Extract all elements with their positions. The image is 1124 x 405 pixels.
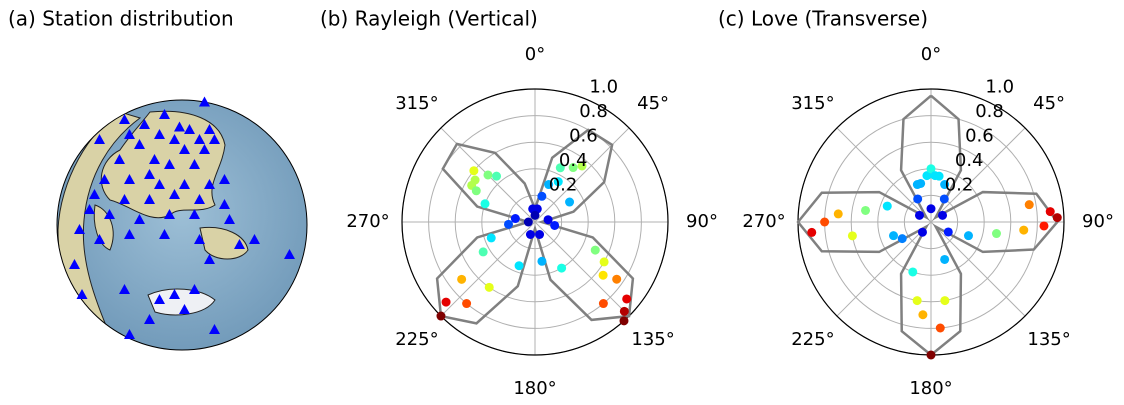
panel-title: (c) Love (Transverse) [718, 7, 928, 31]
theta-tick-label: 270° [346, 211, 389, 232]
r-tick-label: 0.8 [579, 101, 608, 122]
theta-tick-label: 45° [1033, 93, 1065, 114]
data-point [599, 271, 608, 280]
theta-tick-label: 90° [1082, 211, 1114, 232]
r-tick-label: 0.6 [965, 126, 994, 147]
data-point [619, 316, 628, 325]
theta-grid [535, 222, 629, 316]
data-point [834, 209, 843, 218]
data-point [936, 323, 945, 332]
data-point [537, 192, 546, 201]
r-tick-label: 0.4 [955, 150, 984, 171]
data-point [915, 211, 924, 220]
data-point [620, 307, 629, 316]
r-tick-label: 0.2 [945, 175, 974, 196]
panel-title: (a) Station distribution [8, 7, 234, 31]
data-point [1046, 207, 1055, 216]
data-point [889, 231, 898, 240]
r-tick-label: 1.0 [985, 76, 1014, 97]
data-point [964, 231, 973, 240]
theta-tick-label: 180° [909, 378, 952, 399]
data-point [599, 299, 608, 308]
data-point [1039, 221, 1048, 230]
data-point [883, 202, 892, 211]
data-point [462, 299, 471, 308]
data-point [918, 310, 927, 319]
data-point [504, 220, 513, 229]
data-point [485, 283, 494, 292]
panel-title: (b) Rayleigh (Vertical) [320, 7, 538, 31]
theta-tick-label: 225° [791, 329, 834, 350]
data-point [1019, 226, 1028, 235]
r-tick-label: 0.6 [569, 126, 598, 147]
data-point [544, 215, 553, 224]
r-tick-label: 0.8 [975, 101, 1004, 122]
data-point [472, 186, 481, 195]
theta-tick-label: 0° [921, 44, 941, 65]
data-point [1025, 200, 1034, 209]
theta-tick-label: 180° [513, 378, 556, 399]
r-tick-label: 0.4 [559, 150, 588, 171]
data-point [511, 214, 520, 223]
data-point [898, 234, 907, 243]
theta-tick-label: 0° [525, 44, 545, 65]
data-point [591, 246, 600, 255]
figure: (a) Station distribution (b) Rayleigh (V… [0, 0, 1124, 405]
theta-tick-label: 90° [686, 211, 718, 232]
data-point [820, 218, 829, 227]
data-point [940, 194, 949, 203]
data-point [807, 228, 816, 237]
data-point [442, 298, 451, 307]
data-point [927, 351, 936, 360]
data-point [600, 257, 609, 266]
data-point [531, 211, 540, 220]
theta-tick-label: 135° [631, 329, 674, 350]
data-point [940, 255, 949, 264]
r-tick-label: 1.0 [589, 76, 618, 97]
data-point [940, 296, 949, 305]
data-point [469, 166, 478, 175]
data-point [908, 267, 917, 276]
data-point [515, 261, 524, 270]
data-point [918, 228, 927, 237]
theta-tick-label: 225° [395, 329, 438, 350]
theta-tick-label: 270° [742, 211, 785, 232]
data-point [944, 227, 953, 236]
data-point [927, 204, 936, 213]
theta-tick-label: 315° [791, 93, 834, 114]
data-point [913, 296, 922, 305]
polar-axes: 0° 45° 90° 135° 180° 225° 270° 315° 0.2 0.4 0.6 0.8… [346, 44, 718, 399]
theta-tick-label: 45° [637, 93, 669, 114]
data-point [524, 218, 533, 227]
theta-tick-label: 135° [1027, 329, 1070, 350]
data-point [457, 275, 466, 284]
data-point [537, 257, 546, 266]
data-point [565, 198, 574, 207]
data-point [557, 264, 566, 273]
data-point [479, 247, 488, 256]
data-point [913, 194, 922, 203]
theta-tick-label: 315° [395, 93, 438, 114]
data-point [622, 294, 631, 303]
data-point [1053, 213, 1062, 222]
data-point [848, 231, 857, 240]
polar-axes: 0° 45° 90° 135° 180° 225° 270° 315° 0.2 0.4 0.6 0.8… [742, 44, 1114, 399]
data-point [535, 230, 544, 239]
data-point [935, 172, 944, 181]
data-point [992, 229, 1001, 238]
r-tick-label: 0.2 [549, 175, 578, 196]
data-point [861, 206, 870, 215]
data-point [492, 172, 501, 181]
data-point [487, 233, 496, 242]
data-point [483, 170, 492, 179]
data-point [612, 275, 621, 284]
data-point [938, 211, 947, 220]
data-point [526, 230, 535, 239]
data-point [436, 312, 445, 321]
data-point [481, 199, 490, 208]
data-point [913, 180, 922, 189]
